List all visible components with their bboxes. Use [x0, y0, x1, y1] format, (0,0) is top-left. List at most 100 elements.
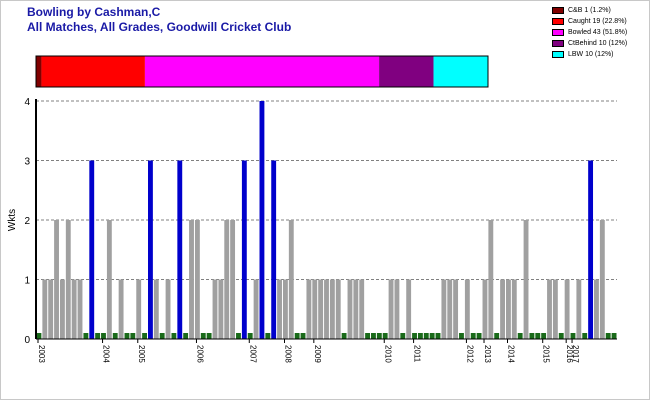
- legend-swatch-lbw: [552, 51, 564, 58]
- bar-zero: [112, 333, 118, 339]
- bar: [288, 220, 294, 339]
- bar-zero: [459, 333, 464, 339]
- chart-subtitle: All Matches, All Grades, Goodwill Cricke…: [27, 20, 292, 34]
- legend-label-caught: Caught 19 (22.8%): [568, 18, 627, 25]
- bar-zero: [435, 333, 441, 339]
- bar-zero: [159, 333, 165, 339]
- legend-swatch-ctbehind: [552, 40, 564, 47]
- bar-zero: [341, 333, 347, 339]
- y-tick-label: 0: [24, 335, 30, 346]
- bar-zero: [171, 333, 177, 339]
- bar-zero: [294, 333, 300, 339]
- bar: [106, 220, 112, 339]
- bar: [42, 279, 48, 339]
- x-tick-label: 2006: [195, 345, 204, 363]
- bar: [59, 279, 65, 339]
- bar-zero: [130, 333, 136, 339]
- bar: [406, 279, 412, 339]
- legend-label-lbw: LBW 10 (12%): [568, 51, 614, 58]
- y-tick-labels: 0 1 2 3 4: [24, 97, 30, 346]
- bar: [65, 220, 71, 339]
- legend-item-cb: C&B 1 (1.2%): [552, 5, 627, 16]
- bar: [511, 279, 517, 339]
- x-tick-label: 2014: [506, 345, 515, 363]
- legend-item-ctbehind: CtBehind 10 (12%): [552, 38, 627, 49]
- bar-zero: [535, 333, 541, 339]
- bar: [318, 279, 324, 339]
- bar-zero: [200, 333, 206, 339]
- bar: [54, 220, 59, 339]
- bar: [353, 279, 359, 339]
- bar: [194, 220, 200, 339]
- bar: [224, 220, 230, 339]
- bar-zero: [236, 333, 241, 339]
- bar: [153, 279, 159, 339]
- bar: [71, 279, 77, 339]
- x-tick-label: 2012: [465, 345, 474, 363]
- bar-zero: [517, 333, 523, 339]
- bar: [241, 160, 247, 339]
- bar-zero: [142, 333, 148, 339]
- bar-zero: [423, 333, 429, 339]
- x-tick-label: 2015: [542, 345, 551, 363]
- axes: [35, 99, 617, 340]
- bar: [447, 279, 453, 339]
- x-tick-label: 2003: [37, 345, 46, 363]
- bar: [118, 279, 124, 339]
- bar: [148, 160, 153, 339]
- x-tick-labels: 2003 2004 2005 2006 2007 2008 2009 2010 2011 2012…: [37, 339, 580, 363]
- x-tick-label: 2010: [383, 345, 392, 363]
- dismissal-segment-bowled: [144, 56, 380, 87]
- x-tick-label: 2009: [313, 345, 322, 363]
- bar-zero: [300, 333, 306, 339]
- bar: [488, 220, 494, 339]
- bar: [253, 279, 259, 339]
- dismissal-segment-lbw: [433, 56, 488, 87]
- bar: [594, 279, 599, 339]
- bar: [77, 279, 83, 339]
- bar: [464, 279, 470, 339]
- bar: [588, 160, 594, 339]
- dismissal-segment-caught: [41, 56, 145, 87]
- y-tick-label: 4: [24, 97, 30, 108]
- bar: [306, 279, 312, 339]
- bar-zero: [582, 333, 588, 339]
- bar-zero: [371, 333, 376, 339]
- bar-zero: [476, 333, 482, 339]
- x-tick-label: 2004: [102, 345, 111, 363]
- bar: [441, 279, 447, 339]
- bar: [599, 220, 605, 339]
- y-tick-label: 3: [24, 157, 30, 168]
- x-tick-label: 2016: [565, 345, 574, 363]
- bar-zero: [412, 333, 417, 339]
- bar-zero: [124, 333, 130, 339]
- bar: [165, 279, 171, 339]
- bar-zero: [429, 333, 435, 339]
- legend-item-bowled: Bowled 43 (51.8%): [552, 27, 627, 38]
- bar: [388, 279, 394, 339]
- bar: [482, 279, 488, 339]
- bar: [259, 101, 265, 339]
- bar: [277, 279, 282, 339]
- chart-title: Bowling by Cashman,C: [27, 5, 161, 19]
- bar: [505, 279, 511, 339]
- bar: [271, 160, 277, 339]
- bar-zero: [611, 333, 617, 339]
- legend-swatch-bowled: [552, 29, 564, 36]
- bar: [335, 279, 341, 339]
- bar: [329, 279, 335, 339]
- bar-zero: [470, 333, 476, 339]
- bar: [324, 279, 329, 339]
- bar-zero: [95, 333, 101, 339]
- legend-label-bowled: Bowled 43 (51.8%): [568, 29, 628, 36]
- bar-zero: [265, 333, 271, 339]
- x-tick-label: 2013: [483, 345, 492, 363]
- legend-swatch-cb: [552, 7, 564, 14]
- bar-zero: [558, 333, 564, 339]
- bar-zero: [541, 333, 547, 339]
- y-tick-label: 2: [24, 216, 30, 227]
- bar: [282, 279, 288, 339]
- bar-zero: [83, 333, 89, 339]
- bar-zero: [183, 333, 189, 339]
